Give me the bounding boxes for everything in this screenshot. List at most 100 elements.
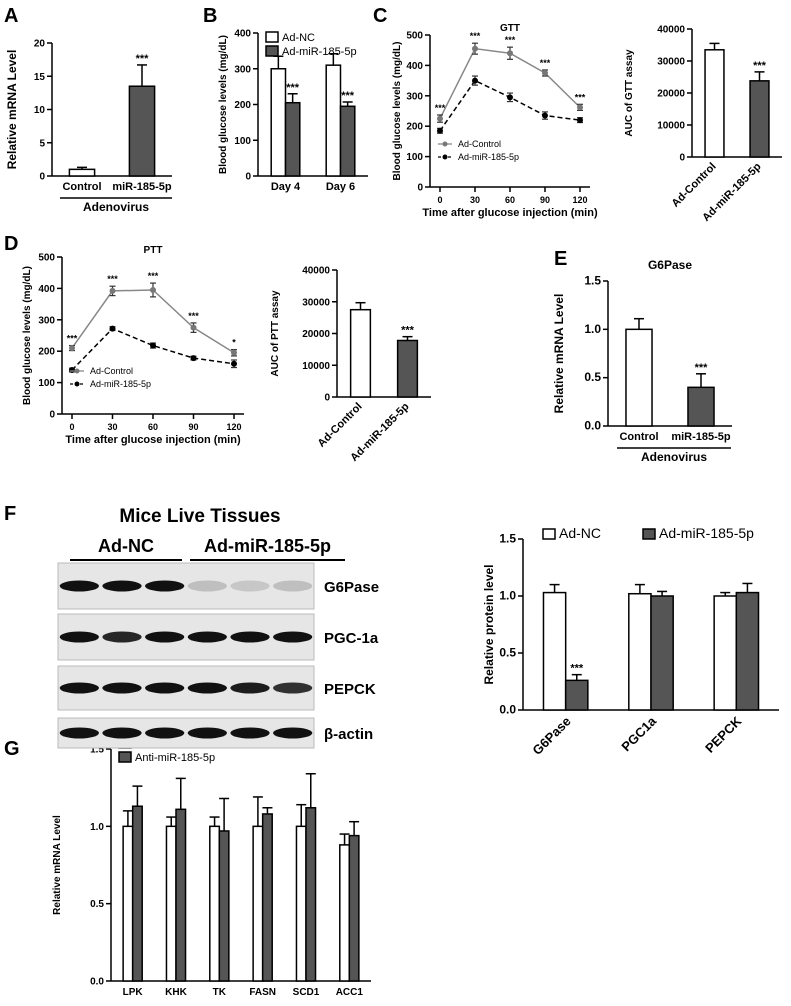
bar-G-4-0 — [295, 825, 307, 982]
y-tick-label-E-1: 0.5 — [584, 370, 601, 384]
x-tick-label-G-3: FASN — [249, 987, 276, 998]
y-tick-label-G-1: 0.5 — [90, 899, 104, 910]
data-point-D-1-4 — [231, 360, 237, 367]
bar-F2-1-1 — [650, 595, 674, 711]
y-axis-label-C2: AUC of GTT assay — [624, 49, 635, 137]
legend-marker-D-1 — [74, 381, 80, 387]
legend-label-C-0: Ad-Control — [458, 139, 501, 149]
data-point-C-0-2 — [507, 50, 513, 57]
bar-G-5-1 — [348, 834, 360, 982]
legend-label-B-0: Ad-NC — [282, 32, 315, 44]
legend-label-D-0: Ad-Control — [90, 366, 133, 376]
significance-D-3: *** — [188, 311, 199, 321]
blot-band-0-3 — [187, 580, 227, 592]
y-tick-label-D-0: 0 — [49, 410, 55, 421]
legend-label-G-1: Anti-miR-185-5p — [135, 752, 215, 764]
bar-G-0-1 — [131, 805, 143, 982]
blot-row-bg-0 — [57, 562, 315, 610]
blot-band-2-5 — [273, 682, 313, 694]
panel-title-D: PTT — [144, 245, 163, 256]
y-tick-label-F2-0: 0.0 — [499, 703, 516, 717]
legend-marker-C-1 — [442, 154, 448, 160]
blot-row-label-1: PGC-1a — [324, 630, 379, 647]
blot-band-2-0 — [59, 682, 99, 694]
legend-swatch-B-0 — [265, 31, 279, 43]
blot-row-label-2: PEPCK — [324, 681, 376, 698]
x-tick-label-C-3: 90 — [540, 195, 550, 205]
data-point-C-1-2 — [507, 94, 513, 101]
blot-band-3-0 — [59, 727, 99, 739]
bar-D2-0-0 — [349, 308, 372, 398]
y-tick-label-E-0: 0.0 — [584, 419, 601, 433]
bar-C2-0-0 — [704, 49, 725, 158]
bar-F2-1-0 — [628, 592, 652, 711]
blot-band-0-2 — [145, 580, 185, 592]
data-point-C-1-0 — [437, 127, 443, 134]
series-line-C-1 — [439, 79, 581, 132]
y-tick-label-C-0: 0 — [417, 183, 423, 194]
y-tick-label-F2-2: 1.0 — [499, 589, 516, 603]
y-axis-label-C: Blood glucose levels (mg/dL) — [392, 42, 403, 181]
x-tick-label-B-0: Day 4 — [271, 181, 301, 193]
y-axis-label-D: Blood glucose levels (mg/dL) — [22, 266, 33, 405]
significance-C-3: *** — [540, 58, 551, 68]
significance-D2-1-0: *** — [401, 325, 415, 337]
bar-G-2-1 — [218, 830, 230, 982]
x-axis-label-C: Time after glucose injection (min) — [422, 207, 598, 219]
data-point-D-1-3 — [190, 355, 197, 362]
y-tick-label-C-1: 100 — [406, 152, 423, 163]
legend-label-F2-0: Ad-NC — [559, 525, 601, 541]
data-point-C-0-3 — [542, 70, 548, 76]
panel-label-B: B — [203, 5, 217, 27]
x-tick-label-C2-0: Ad-Control — [670, 161, 719, 210]
x-tick-label-E-1: miR-185-5p — [671, 431, 731, 443]
x-tick-label-G-2: TK — [213, 987, 227, 998]
blot-band-0-0 — [59, 580, 99, 592]
y-tick-label-D2-2: 20000 — [302, 329, 330, 340]
y-tick-label-A-2: 10 — [34, 105, 46, 116]
legend-swatch-G-1 — [118, 751, 132, 763]
y-axis-label-B: Blood glucose levels (mg/dL) — [218, 35, 229, 174]
y-tick-label-A-1: 5 — [39, 138, 45, 149]
panel-title-C: GTT — [500, 23, 520, 34]
blot-band-3-1 — [102, 727, 142, 739]
y-tick-label-A-4: 20 — [34, 39, 46, 50]
significance-D-1: *** — [107, 274, 118, 284]
x-tick-label-G-1: KHK — [165, 987, 187, 998]
x-tick-label-F2-0: G6Pase — [529, 714, 573, 758]
blot-band-0-4 — [230, 580, 270, 592]
y-tick-label-D-3: 300 — [38, 315, 55, 326]
blot-band-1-1 — [102, 631, 142, 643]
y-tick-label-D-2: 200 — [38, 347, 55, 358]
bar-B-0-0 — [270, 68, 287, 177]
significance-C-2: *** — [505, 35, 516, 45]
y-tick-label-C2-4: 40000 — [657, 25, 685, 36]
blot-band-3-3 — [187, 727, 227, 739]
y-tick-label-E-3: 1.5 — [584, 274, 601, 288]
blot-band-1-2 — [145, 631, 185, 643]
data-point-D-1-1 — [109, 325, 116, 332]
data-point-C-1-3 — [542, 112, 548, 119]
bar-E-1-0 — [687, 386, 715, 427]
blot-row-bg-1 — [57, 613, 315, 661]
y-tick-label-B-4: 400 — [234, 29, 251, 40]
significance-D-0: *** — [67, 334, 78, 344]
x-tick-label-F2-1: PGC1a — [618, 713, 659, 754]
y-tick-label-C-2: 200 — [406, 122, 423, 133]
significance-C-4: *** — [575, 92, 586, 102]
blot-band-3-4 — [230, 727, 270, 739]
bar-A-0-0 — [68, 168, 96, 177]
bar-D2-1-0 — [396, 339, 419, 398]
data-point-D-0-4 — [231, 349, 237, 356]
data-point-C-1-4 — [577, 117, 583, 124]
x-tick-label-D-2: 60 — [148, 422, 158, 432]
bar-G-2-0 — [209, 825, 221, 982]
bar-B-1-0 — [325, 64, 342, 177]
y-tick-label-D2-0: 0 — [324, 393, 330, 404]
data-point-C-0-0 — [437, 115, 443, 122]
data-point-D-0-0 — [69, 345, 75, 352]
bar-C2-1-0 — [749, 80, 770, 158]
blot-band-1-5 — [273, 631, 313, 643]
data-point-D-1-0 — [69, 367, 75, 374]
bar-G-1-0 — [165, 825, 177, 982]
